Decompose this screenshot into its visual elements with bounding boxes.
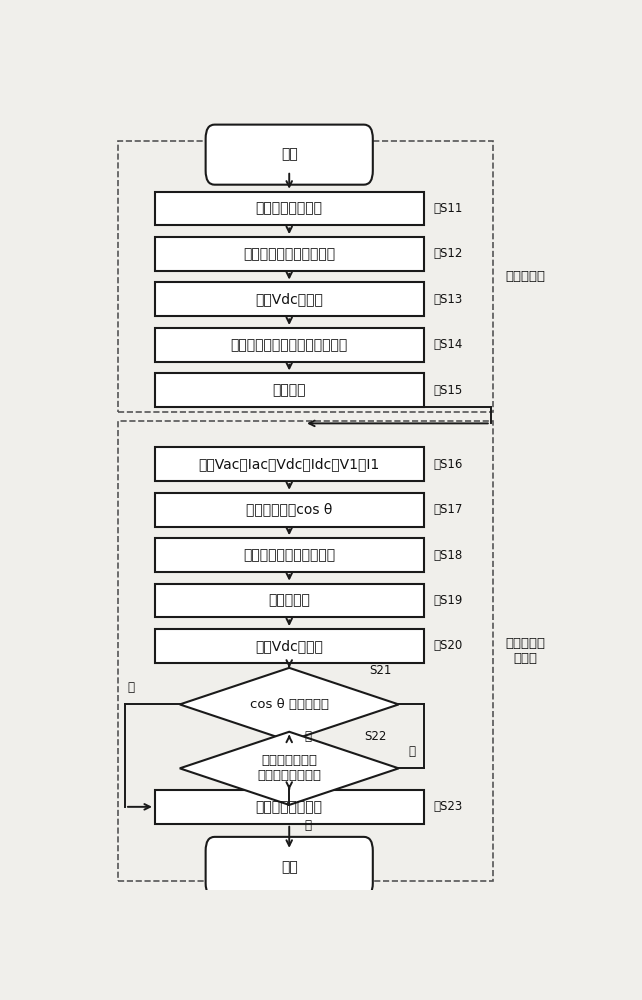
Text: ～S14: ～S14 (433, 338, 463, 351)
Text: 励磁开始: 励磁开始 (272, 383, 306, 397)
Text: ～S17: ～S17 (433, 503, 463, 516)
Bar (155, 584, 424, 617)
Bar (155, 237, 424, 271)
Text: ～S15: ～S15 (433, 384, 463, 397)
Bar (155, 328, 424, 362)
Text: ～S23: ～S23 (433, 800, 463, 813)
Text: 从受电侧接收电力指令值: 从受电侧接收电力指令值 (243, 247, 335, 261)
Bar (155, 790, 424, 824)
Text: 与受电侧进行通信: 与受电侧进行通信 (256, 202, 323, 216)
Text: 第一次通信: 第一次通信 (506, 270, 546, 283)
Text: 运算功率因数cos θ: 运算功率因数cos θ (246, 503, 333, 517)
Text: 运算校正后的电力指令值: 运算校正后的电力指令值 (243, 548, 335, 562)
FancyBboxPatch shape (205, 837, 373, 897)
Text: 设定Vdc最小值: 设定Vdc最小值 (256, 292, 323, 306)
Text: ～S18: ～S18 (433, 549, 463, 562)
Text: 运算控制量: 运算控制量 (268, 593, 310, 607)
Text: 检测Vac、Iac、Vdc、Idc、V1、I1: 检测Vac、Iac、Vdc、Idc、V1、I1 (198, 457, 380, 471)
Text: 存在来自受电侧
的送电抑制指令？: 存在来自受电侧 的送电抑制指令？ (257, 754, 321, 782)
Text: 是: 是 (304, 819, 311, 832)
Bar (155, 629, 424, 663)
Bar (155, 192, 424, 225)
Text: S21: S21 (369, 664, 391, 677)
Text: 设定逆变器的驱动占空比、频率: 设定逆变器的驱动占空比、频率 (230, 338, 348, 352)
Text: cos θ 大于阈值？: cos θ 大于阈值？ (250, 698, 329, 711)
Text: 开始: 开始 (281, 148, 298, 162)
FancyBboxPatch shape (205, 125, 373, 185)
Bar (155, 447, 424, 481)
Text: S22: S22 (364, 730, 386, 742)
Polygon shape (180, 732, 399, 805)
Text: 设定Vdc控制量: 设定Vdc控制量 (256, 639, 323, 653)
Text: 返回: 返回 (281, 860, 298, 874)
Text: ～S11: ～S11 (433, 202, 463, 215)
Text: ～S20: ～S20 (433, 639, 463, 652)
Bar (155, 538, 424, 572)
Text: 充电电力抑制控制: 充电电力抑制控制 (256, 800, 323, 814)
Text: ～S13: ～S13 (433, 293, 463, 306)
Text: 第二次以后
的通信: 第二次以后 的通信 (506, 637, 546, 665)
Text: ～S16: ～S16 (433, 458, 463, 471)
Polygon shape (180, 668, 399, 741)
Text: 否: 否 (128, 681, 135, 694)
Text: 否: 否 (409, 745, 415, 758)
Bar (155, 373, 424, 407)
Text: ～S19: ～S19 (433, 594, 463, 607)
Text: 是: 是 (304, 730, 311, 743)
Bar (155, 493, 424, 527)
Text: ～S12: ～S12 (433, 247, 463, 260)
Bar (155, 282, 424, 316)
